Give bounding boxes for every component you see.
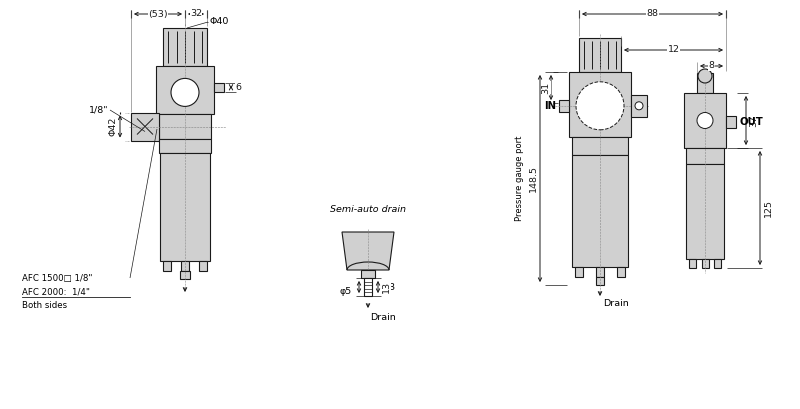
- Bar: [689, 259, 696, 268]
- Circle shape: [635, 102, 643, 110]
- Bar: [686, 148, 724, 164]
- Text: 13: 13: [384, 283, 396, 292]
- Bar: [596, 277, 604, 285]
- Text: 13: 13: [382, 281, 390, 293]
- Bar: [631, 95, 647, 117]
- Bar: [714, 259, 721, 268]
- Circle shape: [697, 112, 713, 128]
- Bar: [569, 72, 631, 137]
- Bar: [159, 139, 211, 153]
- Text: Drain: Drain: [370, 313, 396, 322]
- Text: 31: 31: [542, 81, 550, 94]
- Bar: [572, 137, 628, 155]
- Bar: [575, 267, 583, 277]
- Text: 32: 32: [190, 9, 202, 18]
- Bar: [364, 278, 372, 296]
- Polygon shape: [342, 232, 394, 270]
- Bar: [361, 270, 375, 278]
- Bar: [163, 261, 171, 271]
- Text: (53): (53): [148, 9, 168, 18]
- Circle shape: [698, 69, 712, 83]
- Bar: [180, 271, 190, 279]
- Text: 88: 88: [646, 9, 658, 18]
- Text: Φ40: Φ40: [209, 18, 228, 27]
- Text: IN: IN: [544, 101, 556, 111]
- Text: Semi-auto drain: Semi-auto drain: [330, 205, 406, 214]
- Bar: [686, 164, 724, 259]
- Bar: [156, 66, 214, 114]
- Text: AFC 1500□ 1/8": AFC 1500□ 1/8": [22, 274, 93, 283]
- Polygon shape: [593, 99, 607, 113]
- Text: Drain: Drain: [603, 299, 629, 308]
- Circle shape: [576, 82, 624, 130]
- Bar: [579, 38, 621, 72]
- Text: 125: 125: [763, 199, 773, 217]
- Bar: [726, 116, 736, 128]
- Bar: [702, 259, 709, 268]
- Text: Φ42: Φ42: [109, 117, 118, 136]
- Bar: [181, 261, 189, 271]
- Bar: [163, 28, 207, 66]
- Text: 12: 12: [667, 45, 679, 54]
- Text: OUT: OUT: [739, 117, 762, 127]
- Text: Both sides: Both sides: [22, 301, 67, 310]
- Bar: [617, 267, 625, 277]
- Bar: [559, 100, 569, 112]
- Text: 37: 37: [750, 115, 758, 126]
- Bar: [596, 267, 604, 277]
- Circle shape: [171, 79, 199, 106]
- Bar: [159, 114, 211, 139]
- Bar: [131, 112, 159, 141]
- Text: 6: 6: [235, 83, 241, 92]
- Text: 8: 8: [709, 61, 714, 70]
- Text: AFC 2000:  1/4": AFC 2000: 1/4": [22, 288, 90, 297]
- Bar: [160, 153, 210, 261]
- Text: 148.5: 148.5: [529, 165, 538, 192]
- Text: φ5: φ5: [340, 286, 352, 295]
- Bar: [199, 261, 207, 271]
- Bar: [572, 155, 628, 267]
- Bar: [684, 93, 726, 148]
- Bar: [214, 83, 224, 92]
- Text: Pressure gauge port: Pressure gauge port: [514, 136, 523, 221]
- Text: 1/8": 1/8": [89, 106, 108, 115]
- Bar: [697, 73, 713, 93]
